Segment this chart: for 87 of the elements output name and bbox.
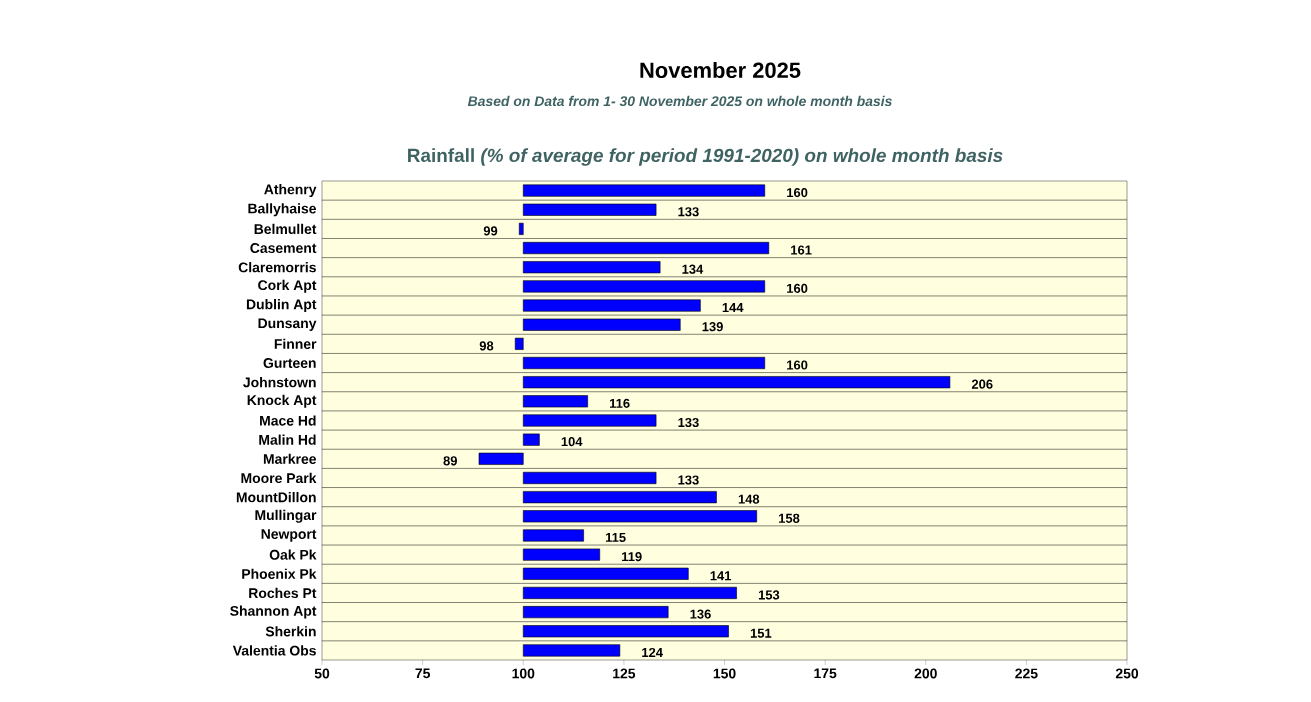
bar (522, 548, 601, 561)
bar (518, 222, 524, 235)
bar (522, 471, 657, 485)
y-tick-label: Newport (261, 529, 317, 542)
y-tick-label: Finner (274, 338, 317, 349)
bar (522, 395, 588, 408)
data-label: 160 (787, 360, 808, 370)
data-label: 116 (610, 398, 630, 408)
bar (522, 433, 540, 446)
bar (478, 452, 524, 465)
data-label: 160 (787, 187, 808, 198)
bar (522, 184, 766, 197)
data-label: 158 (779, 513, 800, 523)
bar (522, 510, 758, 523)
y-tick-label: MountDillon (236, 492, 316, 503)
data-label: 153 (758, 590, 780, 600)
bar (522, 261, 661, 274)
y-tick-label: Roches Pt (249, 587, 317, 599)
y-tick-label: Malin Hd (259, 434, 316, 445)
y-tick-label: Valentia Obs (232, 645, 316, 656)
y-tick-label: Athenry (264, 184, 317, 198)
bar (522, 280, 766, 293)
data-label: 133 (678, 207, 699, 217)
x-tick-label: 100 (512, 668, 535, 679)
data-label: 148 (738, 494, 760, 504)
bar (522, 376, 951, 389)
y-tick-label: Phoenix Pk (242, 568, 317, 579)
data-label: 133 (678, 417, 699, 428)
y-tick-label: Gurteen (263, 358, 316, 368)
y-tick-label: Dublin Apt (246, 299, 317, 313)
data-label: 141 (710, 571, 732, 581)
data-label: 119 (622, 552, 642, 562)
text: Rainfall (% of average for period 1991-2020) on whole month basis (408, 148, 1003, 166)
data-label: 104 (561, 437, 583, 447)
data-label: 144 (722, 303, 744, 312)
bar (522, 491, 717, 504)
y-tick-label: Shannon Apt (230, 605, 317, 619)
data-label: 99 (483, 226, 498, 236)
data-label: 115 (605, 532, 626, 542)
bar (522, 203, 657, 216)
y-tick-label: Belmullet (254, 223, 317, 235)
y-tick-label: Mace Hd (260, 415, 316, 426)
y-tick-label: Cork Apt (258, 279, 317, 293)
y-tick-label: Dunsany (258, 318, 317, 331)
bar (522, 606, 669, 619)
y-tick-label: Johnstown (243, 377, 316, 388)
bar (522, 318, 681, 331)
x-tick-label: 250 (1115, 668, 1139, 679)
y-tick-label: Sherkin (265, 626, 316, 637)
data-label: 160 (787, 283, 808, 293)
x-tick-label: 225 (1015, 668, 1038, 679)
chart-subtitle: Based on Data from 1- 30 November 2025 on whole month basis (467, 95, 892, 107)
bar (522, 644, 621, 657)
bar (522, 625, 729, 638)
y-tick-label: Oak Pk (269, 549, 317, 560)
chart-title: November 2025 (640, 61, 801, 79)
data-label: 151 (750, 628, 772, 638)
bar (522, 242, 770, 255)
bar (522, 356, 766, 370)
y-tick-label: Claremorris (238, 262, 316, 273)
x-tick-label: 125 (613, 668, 636, 679)
x-tick-label: 200 (914, 668, 937, 679)
data-label: 98 (479, 341, 494, 351)
data-label: 134 (682, 264, 704, 274)
y-tick-label: Casement (250, 243, 317, 253)
bar (522, 567, 689, 580)
y-tick-label: Mullingar (255, 509, 317, 523)
data-label: 139 (702, 322, 723, 332)
bar (522, 529, 584, 542)
x-tick-label: 75 (415, 668, 431, 679)
y-tick-label: Knock Apt (247, 394, 317, 408)
x-tick-label: 175 (814, 668, 837, 679)
data-label: 161 (791, 245, 812, 255)
x-tick-label: 50 (314, 668, 330, 679)
data-label: 136 (690, 609, 711, 619)
y-tick-label: Moore Park (241, 472, 317, 484)
data-label: 89 (443, 456, 457, 466)
data-label: 124 (642, 647, 663, 657)
x-tick-label: 150 (713, 668, 736, 679)
data-label: 133 (678, 475, 699, 485)
bar (522, 299, 701, 312)
y-tick-label: Markree (263, 453, 316, 464)
data-label: 206 (971, 379, 993, 389)
y-tick-label: Ballyhaise (248, 203, 317, 217)
bar (514, 337, 524, 350)
bar (522, 586, 737, 599)
bar (522, 414, 657, 427)
